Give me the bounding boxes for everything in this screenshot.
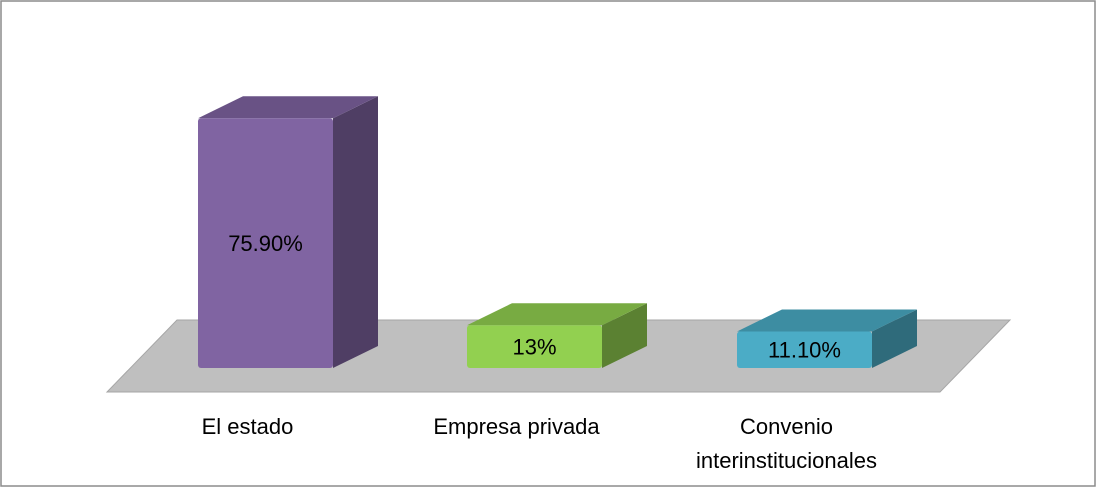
bar-top — [467, 303, 647, 326]
value-label: 75.90% — [228, 231, 303, 256]
value-label: 11.10% — [768, 338, 841, 363]
x-tick-label: Empresa privada — [433, 414, 600, 439]
value-label: 13% — [512, 334, 556, 359]
bar-side — [872, 309, 917, 368]
bar-side — [602, 303, 647, 368]
bar-front — [737, 331, 872, 368]
bar — [737, 309, 917, 368]
bar-front — [467, 325, 602, 368]
bar — [198, 96, 378, 368]
x-tick-label: Convenio interinstitucionales — [696, 414, 877, 473]
bar-side — [333, 96, 378, 368]
x-tick-label: El estado — [201, 414, 294, 439]
bar — [467, 303, 647, 368]
bar-top — [737, 309, 917, 332]
bar-front — [198, 118, 333, 368]
bar-top — [198, 96, 378, 119]
